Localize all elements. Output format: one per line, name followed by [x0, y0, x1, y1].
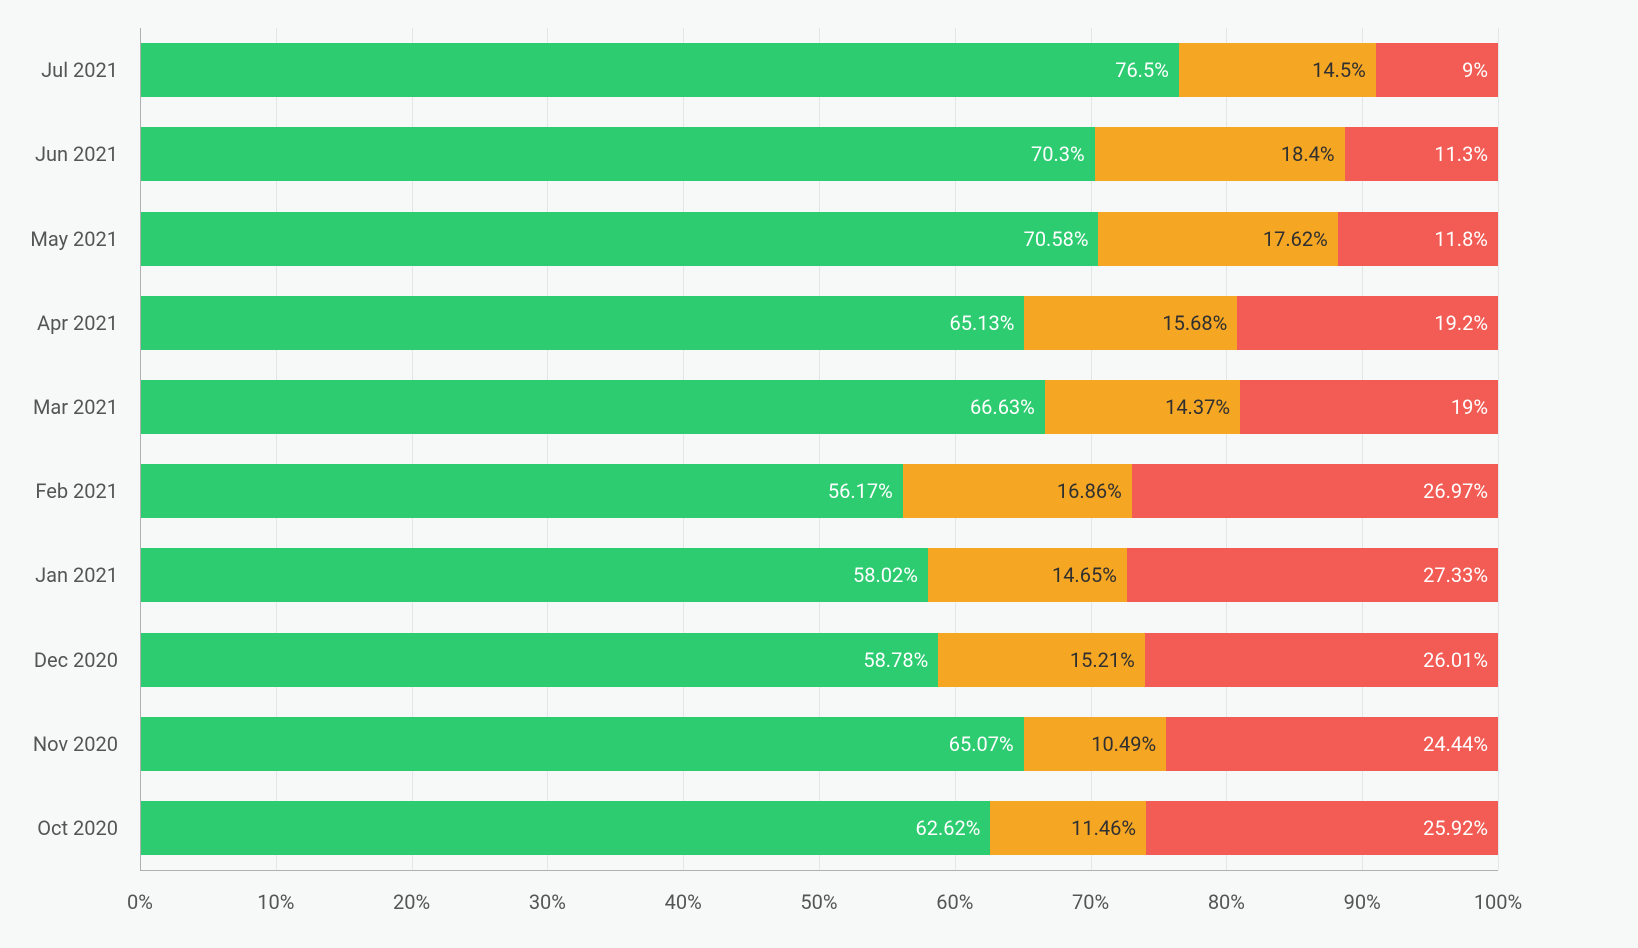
bar-row: 66.63% 14.37% 19%: [140, 380, 1498, 434]
bar-row: 56.17% 16.86% 26.97%: [140, 464, 1498, 518]
segment-value-label: 26.01%: [1423, 648, 1488, 672]
bar-segment: 11.46%: [990, 801, 1146, 855]
segment-value-label: 10.49%: [1091, 732, 1156, 756]
bar-segment: 26.01%: [1145, 633, 1498, 687]
bar-segment: 26.97%: [1132, 464, 1498, 518]
bar-segment: 58.02%: [140, 548, 928, 602]
bar-segment: 70.3%: [140, 127, 1095, 181]
bar-segment: 14.65%: [928, 548, 1127, 602]
segment-value-label: 19.2%: [1434, 311, 1488, 335]
x-axis-tick-label: 100%: [1474, 890, 1522, 914]
stacked-bar-chart: 76.5% 14.5% 9% 70.3% 18.4% 11.3% 70.58% 17.62% 1…: [0, 0, 1638, 948]
segment-value-label: 15.21%: [1070, 648, 1135, 672]
segment-value-label: 16.86%: [1057, 479, 1122, 503]
bar-row: 62.62% 11.46% 25.92%: [140, 801, 1498, 855]
y-axis-label: Feb 2021: [35, 479, 118, 503]
segment-value-label: 65.07%: [949, 732, 1014, 756]
segment-value-label: 11.46%: [1071, 816, 1136, 840]
bar-segment: 65.07%: [140, 717, 1024, 771]
segment-value-label: 58.02%: [853, 563, 918, 587]
bar-segment: 14.5%: [1179, 43, 1376, 97]
y-axis-label: Jan 2021: [35, 563, 118, 587]
x-axis-line: [140, 870, 1498, 871]
segment-value-label: 70.58%: [1024, 227, 1089, 251]
segment-value-label: 14.65%: [1052, 563, 1117, 587]
y-axis-label: Oct 2020: [37, 816, 118, 840]
bar-row: 70.58% 17.62% 11.8%: [140, 212, 1498, 266]
bar-row: 65.13% 15.68% 19.2%: [140, 296, 1498, 350]
segment-value-label: 70.3%: [1031, 142, 1085, 166]
x-axis-tick-label: 50%: [800, 890, 837, 914]
y-axis-label: Mar 2021: [33, 395, 118, 419]
segment-value-label: 27.33%: [1423, 563, 1488, 587]
x-axis-tick-label: 0%: [127, 890, 153, 914]
bar-segment: 19.2%: [1237, 296, 1498, 350]
x-axis-tick-label: 90%: [1344, 890, 1381, 914]
y-axis-label: Dec 2020: [34, 648, 118, 672]
y-axis-label: Jun 2021: [35, 142, 118, 166]
bar-row: 58.78% 15.21% 26.01%: [140, 633, 1498, 687]
segment-value-label: 17.62%: [1263, 227, 1328, 251]
bar-segment: 18.4%: [1095, 127, 1345, 181]
segment-value-label: 11.3%: [1434, 142, 1488, 166]
segment-value-label: 66.63%: [970, 395, 1035, 419]
segment-value-label: 56.17%: [828, 479, 893, 503]
x-axis-tick-label: 40%: [665, 890, 702, 914]
segment-value-label: 26.97%: [1423, 479, 1488, 503]
y-axis-label: Apr 2021: [37, 311, 118, 335]
segment-value-label: 19%: [1451, 395, 1488, 419]
y-axis-label: May 2021: [30, 227, 118, 251]
segment-value-label: 76.5%: [1115, 58, 1169, 82]
bar-segment: 62.62%: [140, 801, 990, 855]
segment-value-label: 14.5%: [1312, 58, 1366, 82]
bar-segment: 25.92%: [1146, 801, 1498, 855]
bar-row: 58.02% 14.65% 27.33%: [140, 548, 1498, 602]
segment-value-label: 24.44%: [1423, 732, 1488, 756]
x-axis-tick-label: 60%: [936, 890, 973, 914]
bar-segment: 70.58%: [140, 212, 1098, 266]
bar-segment: 65.13%: [140, 296, 1024, 350]
bar-row: 76.5% 14.5% 9%: [140, 43, 1498, 97]
bar-segment: 58.78%: [140, 633, 938, 687]
bar-segment: 9%: [1376, 43, 1498, 97]
bar-segment: 14.37%: [1045, 380, 1240, 434]
segment-value-label: 11.8%: [1434, 227, 1488, 251]
bar-row: 65.07% 10.49% 24.44%: [140, 717, 1498, 771]
bar-row: 70.3% 18.4% 11.3%: [140, 127, 1498, 181]
y-axis-label: Nov 2020: [33, 732, 118, 756]
bar-segment: 24.44%: [1166, 717, 1498, 771]
bar-segment: 27.33%: [1127, 548, 1498, 602]
bar-segment: 76.5%: [140, 43, 1179, 97]
bar-segment: 16.86%: [903, 464, 1132, 518]
bar-segment: 19%: [1240, 380, 1498, 434]
plot-area: 76.5% 14.5% 9% 70.3% 18.4% 11.3% 70.58% 17.62% 1…: [140, 28, 1498, 870]
x-axis-tick-label: 70%: [1072, 890, 1109, 914]
segment-value-label: 62.62%: [915, 816, 980, 840]
segment-value-label: 9%: [1462, 58, 1488, 82]
segment-value-label: 14.37%: [1165, 395, 1230, 419]
bar-segment: 66.63%: [140, 380, 1045, 434]
segment-value-label: 15.68%: [1162, 311, 1227, 335]
bar-segment: 17.62%: [1098, 212, 1337, 266]
segment-value-label: 25.92%: [1423, 816, 1488, 840]
gridline: [1498, 28, 1499, 870]
x-axis-tick-label: 80%: [1208, 890, 1245, 914]
segment-value-label: 18.4%: [1281, 142, 1335, 166]
segment-value-label: 58.78%: [863, 648, 928, 672]
y-axis-label: Jul 2021: [41, 58, 118, 82]
x-axis-tick-label: 20%: [393, 890, 430, 914]
bar-segment: 15.68%: [1024, 296, 1237, 350]
bar-segment: 56.17%: [140, 464, 903, 518]
segment-value-label: 65.13%: [949, 311, 1014, 335]
bar-segment: 11.3%: [1345, 127, 1498, 181]
bar-segment: 10.49%: [1024, 717, 1166, 771]
bar-segment: 15.21%: [938, 633, 1145, 687]
bar-segment: 11.8%: [1338, 212, 1498, 266]
x-axis-tick-label: 30%: [529, 890, 566, 914]
x-axis-tick-label: 10%: [257, 890, 294, 914]
y-axis-line: [140, 28, 141, 870]
